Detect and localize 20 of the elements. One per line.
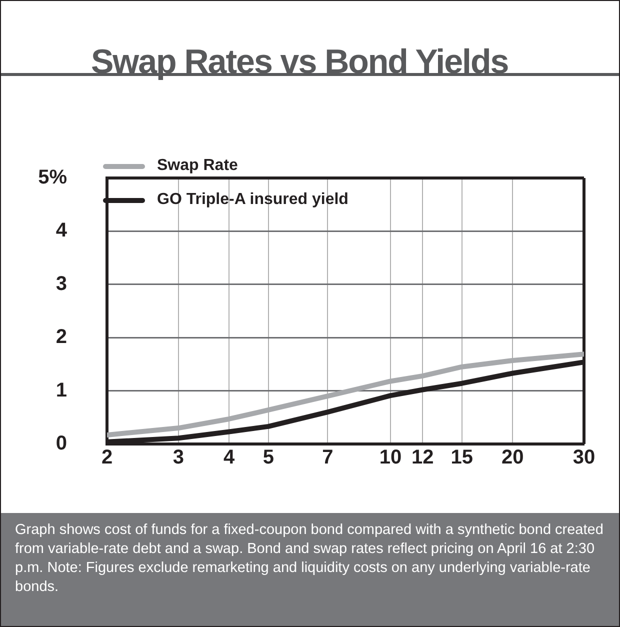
x-tick-label: 20 [501, 446, 524, 469]
x-tick-label: 2 [101, 446, 113, 469]
y-tick-label: 4 [56, 220, 68, 242]
y-tick-label: 2 [56, 326, 67, 348]
chart-title: Swap Rates vs Bond Yields [91, 42, 510, 83]
y-tick-label: 1 [56, 379, 67, 402]
x-tick-label: 3 [172, 446, 184, 469]
legend-label: Swap Rate [157, 157, 238, 175]
x-tick-label: 10 [379, 446, 402, 469]
y-tick-label: 0 [56, 432, 67, 455]
text: Graph shows cost of funds for a fixed-coupon bond compared with a synthetic bond created from variable-rate debt and a swap. Bond and swap rates reflect pricing on April 16 at 2:30 p.m. Note: Figures exclude remarketing and liquidity costs on any underlying variable-rate bonds. [1, 513, 619, 627]
y-tick-label: 5% [38, 166, 68, 189]
x-tick-label: 12 [411, 446, 434, 469]
legend-label: GO Triple-A insured yield [157, 191, 348, 209]
x-tick-label: 30 [572, 446, 596, 469]
x-tick-label: 4 [224, 446, 236, 469]
y-tick-label: 3 [56, 272, 67, 295]
x-tick-label: 15 [450, 446, 474, 469]
x-tick-label: 7 [322, 446, 334, 469]
x-tick-label: 5 [262, 446, 274, 469]
